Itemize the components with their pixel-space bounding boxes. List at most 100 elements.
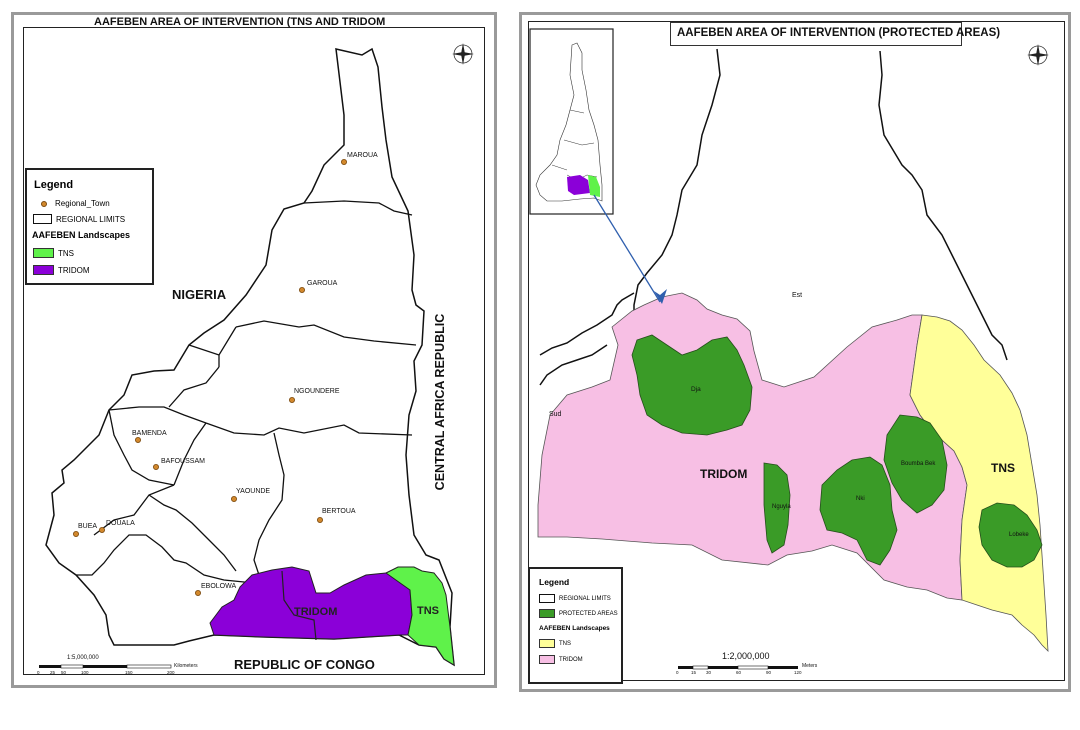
scale-tick: 100 (81, 670, 89, 675)
landscape-label-tns: TNS (991, 461, 1015, 475)
scale-tick: 200 (167, 670, 175, 675)
town-label-douala: DOUALA (106, 520, 135, 527)
limits-swatch (33, 214, 52, 224)
scale-bar-graphic (39, 664, 172, 669)
legend-item-limits: REGIONAL LIMITS (33, 214, 125, 224)
legend-title: Legend (539, 577, 570, 587)
landscape-label-tns: TNS (417, 605, 439, 617)
cameroon-outline (45, 47, 455, 667)
scale-ratio: 1:5,000,000 (67, 655, 99, 661)
pa-label-boumba-bek: Boumba Bek (901, 461, 936, 467)
protected-areas (631, 334, 1043, 568)
town-label-bafoussam: BAFOUSSAM (161, 458, 205, 465)
town-marker (288, 396, 295, 403)
map-legend: Legend Regional_Town REGIONAL LIMITS AAF… (25, 168, 154, 285)
legend-item-limits: REGIONAL LIMITS (539, 594, 611, 603)
scale-bar: 1:2,000,000 Meters 0 15 30 60 90 120 (676, 651, 836, 677)
scale-tick: 25 (50, 670, 56, 675)
protected-area-dja (631, 334, 753, 436)
town-marker (194, 590, 201, 597)
pa-label-lobeke: Lobeke (1009, 532, 1029, 538)
scale-tick: 60 (736, 670, 742, 675)
scale-tick: 0 (37, 670, 40, 675)
north-arrow-icon (452, 43, 474, 65)
town-label-bamenda: BAMENDA (132, 430, 167, 437)
country-label-congo: REPUBLIC OF CONGO (234, 657, 375, 672)
tns-swatch (539, 639, 555, 648)
region-label-sud: Sud (549, 411, 562, 418)
legend-item-town: Regional_Town (41, 199, 110, 208)
legend-landscapes-title: AAFEBEN Landscapes (539, 625, 610, 632)
landscape-label-tridom: TRIDOM (700, 467, 748, 481)
map-frame (528, 21, 1065, 681)
town-markers (73, 158, 347, 597)
town-marker (340, 158, 347, 165)
scale-ratio: 1:2,000,000 (722, 651, 770, 661)
town-marker (230, 495, 237, 502)
protected-swatch (539, 609, 555, 618)
protected-area-boumba-bek (883, 414, 948, 514)
tridom-swatch (539, 655, 555, 664)
inset-locator-map (529, 28, 614, 215)
legend-item-tns: TNS (539, 639, 571, 648)
scale-tick: 30 (706, 670, 712, 675)
scale-unit: Kilometers (174, 663, 198, 669)
tns-swatch (33, 248, 54, 258)
country-label-car: CENTRAL AFRICA REPUBLIC (433, 313, 447, 491)
town-label-ebolowa: EBOLOWA (201, 583, 237, 590)
legend-landscapes-title: AAFEBEN Landscapes (32, 230, 131, 240)
scale-tick: 90 (766, 670, 772, 675)
town-marker (152, 463, 159, 470)
cameroon-map (45, 43, 474, 667)
scale-tick: 150 (125, 670, 133, 675)
protected-area-nguyla (763, 462, 791, 554)
legend-item-tridom: TRIDOM (33, 265, 90, 275)
protected-areas-map (529, 28, 1049, 653)
legend-item-tns: TNS (33, 248, 74, 258)
town-marker (316, 516, 323, 523)
pa-label-nki: Nki (856, 496, 865, 502)
protected-area-nki (819, 456, 898, 566)
town-marker (99, 527, 106, 534)
town-marker (135, 436, 142, 443)
map-title: AAFEBEN AREA OF INTERVENTION (TNS AND TR… (94, 16, 386, 28)
scale-tick: 15 (691, 670, 697, 675)
scale-bar-graphic (678, 665, 798, 670)
scale-tick: 0 (676, 670, 679, 675)
town-dot-icon (41, 200, 47, 207)
protected-area-lobeke (978, 502, 1043, 568)
arrow-head-icon (654, 289, 667, 304)
legend-item-tridom: TRIDOM (539, 655, 583, 664)
pa-label-dja: Dja (691, 386, 701, 393)
map-title-box: AAFEBEN AREA OF INTERVENTION (PROTECTED … (670, 22, 1000, 46)
limits-swatch (539, 594, 555, 603)
region-label-est: Est (792, 292, 803, 299)
town-label-yaounde: YAOUNDE (236, 488, 271, 495)
scale-tick: 50 (61, 670, 67, 675)
map-title: AAFEBEN AREA OF INTERVENTION (PROTECTED … (677, 27, 1001, 39)
north-arrow-icon (1027, 44, 1049, 66)
tridom-region (209, 566, 413, 640)
scale-unit: Meters (802, 663, 818, 669)
legend-item-protected: PROTECTED AREAS (539, 609, 618, 618)
map-legend: Legend REGIONAL LIMITS PROTECTED AREAS A… (528, 567, 623, 684)
landscape-label-tridom: TRIDOM (294, 606, 338, 618)
town-marker (73, 531, 80, 538)
country-label-nigeria: NIGERIA (172, 287, 227, 302)
legend-title: Legend (34, 179, 74, 191)
map-panel-protected-areas: AAFEBEN AREA OF INTERVENTION (PROTECTED … (519, 12, 1071, 692)
town-label-maroua: MAROUA (347, 152, 378, 159)
town-label-bertoua: BERTOUA (322, 508, 356, 515)
scale-tick: 120 (794, 670, 802, 675)
map-panel-tns-tridom: AAFEBEN AREA OF INTERVENTION (TNS AND TR… (11, 12, 497, 688)
pa-label-nguyla: Nguyla (772, 504, 791, 510)
tridom-swatch (33, 265, 54, 275)
town-label-ngoundere: NGOUNDERE (294, 388, 340, 395)
town-label-garoua: GAROUA (307, 280, 338, 287)
inset-pointer-arrow (593, 194, 661, 303)
scale-bar: 1:5,000,000 Kilometers 0 25 50 100 150 2… (37, 655, 207, 679)
tns-region (385, 566, 455, 666)
regional-limits (76, 200, 417, 584)
town-label-buea: BUEA (78, 523, 98, 530)
town-marker (298, 286, 305, 293)
